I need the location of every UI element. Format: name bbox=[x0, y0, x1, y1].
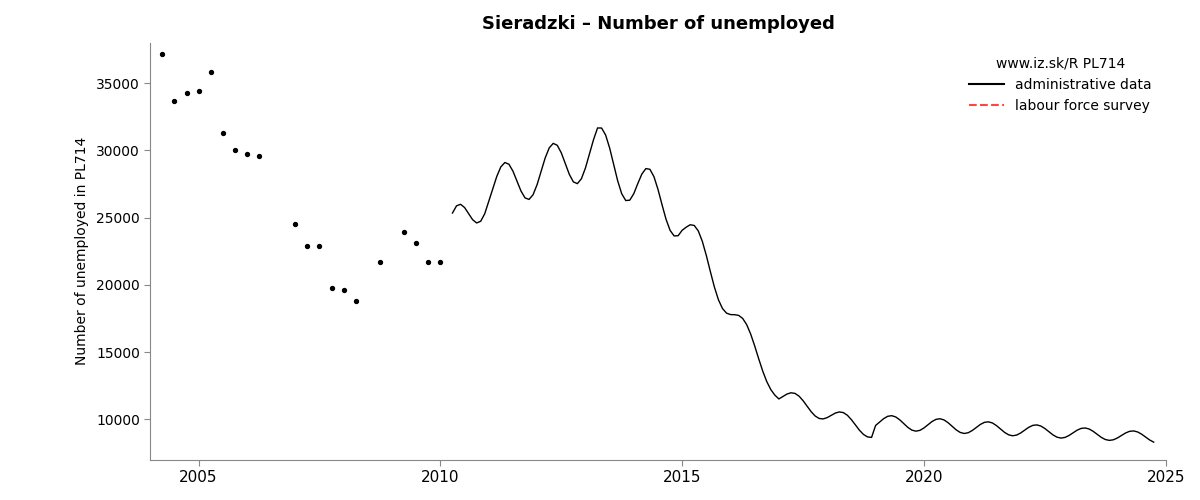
Point bbox=[226, 146, 245, 154]
Point bbox=[431, 258, 450, 266]
Point bbox=[346, 297, 365, 305]
Point bbox=[322, 284, 341, 292]
Point bbox=[176, 88, 196, 96]
Point bbox=[238, 150, 257, 158]
Y-axis label: Number of unemployed in PL714: Number of unemployed in PL714 bbox=[74, 137, 89, 366]
Point bbox=[202, 68, 221, 76]
Point bbox=[310, 242, 329, 250]
Legend: administrative data, labour force survey: administrative data, labour force survey bbox=[962, 50, 1159, 119]
Point bbox=[214, 129, 233, 137]
Title: Sieradzki – Number of unemployed: Sieradzki – Number of unemployed bbox=[481, 15, 834, 33]
Point bbox=[395, 228, 414, 236]
Point bbox=[250, 152, 269, 160]
Point bbox=[419, 258, 438, 266]
Point bbox=[371, 258, 390, 266]
Point bbox=[298, 242, 317, 250]
Point bbox=[334, 286, 353, 294]
Point bbox=[286, 220, 305, 228]
Point bbox=[164, 96, 184, 104]
Point bbox=[188, 88, 208, 96]
Point bbox=[407, 239, 426, 247]
Point bbox=[152, 50, 172, 58]
